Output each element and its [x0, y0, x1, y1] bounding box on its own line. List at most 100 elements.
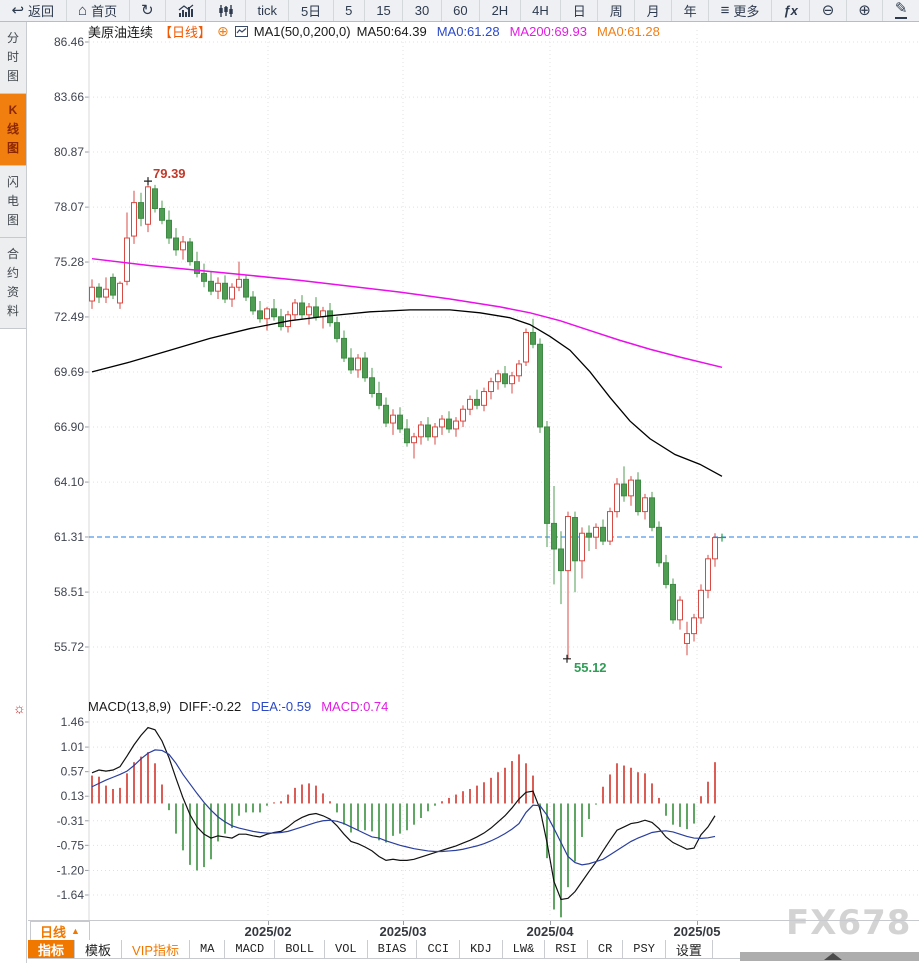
add-indicator-icon[interactable]: ⊕	[217, 22, 229, 39]
interval-week-button[interactable]: 周	[598, 0, 636, 21]
mini-chart-icon	[234, 25, 248, 37]
triangle-up-icon: ▲	[71, 926, 80, 936]
menu-icon: ≡	[720, 2, 730, 19]
indicator-tab-KDJ[interactable]: KDJ	[460, 940, 503, 958]
sidebar-tab-char: K	[8, 103, 18, 117]
interval-4h-button[interactable]: 4H	[521, 0, 562, 21]
back-button[interactable]: ↩ 返回	[0, 0, 67, 21]
home-button-label: 首页	[91, 4, 118, 19]
indicator-tab-BOLL[interactable]: BOLL	[275, 940, 326, 958]
back-button-label: 返回	[28, 4, 55, 19]
sidebar-tab-char: 图	[6, 69, 19, 83]
svg-text:83.66: 83.66	[54, 90, 84, 104]
ma200-line	[91, 257, 723, 369]
sidebar-tab-char: 图	[6, 141, 19, 155]
interval-5-button[interactable]: 5	[334, 0, 365, 21]
x-axis-tick	[697, 921, 698, 925]
ma-value-3: MA0:61.28	[596, 23, 660, 39]
sidebar-tab-char: 电	[6, 194, 19, 208]
interval-30-button[interactable]: 30	[403, 0, 442, 21]
svg-text:66.90: 66.90	[54, 420, 84, 434]
svg-text:64.10: 64.10	[54, 475, 84, 489]
svg-text:61.31: 61.31	[54, 530, 84, 544]
interval-5d-button-label: 5日	[300, 4, 322, 19]
chart-type-line-button[interactable]	[166, 0, 207, 21]
more-button[interactable]: ≡ 更多	[709, 0, 772, 21]
ma-values: MA50:64.39 MA0:61.28 MA200:69.93 MA0:61.28	[357, 24, 660, 39]
bar-chart-icon	[178, 4, 194, 18]
back-icon: ↩	[11, 2, 25, 19]
sidebar-tab-合约资料[interactable]: 合约资料	[0, 238, 26, 329]
price-macd-chart[interactable]: 86.46 83.66 80.87 78.07 75.28 72.49 69.69 66.90…	[28, 22, 919, 920]
macd-histogram	[91, 752, 716, 918]
chart-type-candle-button[interactable]	[206, 0, 247, 21]
svg-text:58.51: 58.51	[54, 585, 84, 599]
x-axis-tick	[268, 921, 269, 925]
zoom-in-button[interactable]: ⊕	[847, 0, 884, 21]
period-selector-label: 日线	[40, 924, 67, 940]
interval-15-button[interactable]: 15	[365, 0, 404, 21]
interval-2h-button[interactable]: 2H	[480, 0, 521, 21]
interval-week-button-label: 周	[609, 4, 623, 19]
indicator-tab-MACD[interactable]: MACD	[225, 940, 276, 958]
x-axis-label: 2025/02	[244, 924, 292, 939]
draw-button[interactable]: ✎	[883, 0, 919, 21]
ma-value-1: MA0:61.28	[436, 23, 500, 39]
indicator-tab-CCI[interactable]: CCI	[417, 940, 461, 958]
interval-year-button[interactable]: 年	[672, 0, 710, 21]
fx-icon: ƒx	[783, 3, 798, 18]
period-selector[interactable]: 日线 ▲	[30, 921, 90, 941]
indicator-tab-指标[interactable]: 指标	[28, 940, 76, 958]
indicator-tab-PSY[interactable]: PSY	[623, 940, 666, 958]
interval-30-button-label: 30	[414, 3, 430, 18]
zoom-out-button[interactable]: ⊖	[810, 0, 847, 21]
interval-month-button[interactable]: 月	[635, 0, 673, 21]
gridlines: 86.46 83.66 80.87 78.07 75.28 72.49 69.69 66.90…	[54, 30, 919, 920]
bottom-scroll-handle[interactable]	[740, 952, 919, 961]
indicator-tab-VIP指标[interactable]: VIP指标	[122, 940, 190, 958]
macd-value-2: MACD:0.74	[321, 699, 389, 714]
indicator-tab-LW&[interactable]: LW&	[503, 940, 546, 958]
top-toolbar: ↩ 返回 ⌂ 首页 ↻ tick 5日 5 15 30 60 2H 4H 日周月年 ≡ 更多 ƒx ⊖ ⊕ ✎	[0, 0, 919, 22]
svg-text:0.57: 0.57	[61, 765, 85, 779]
ma-value-0: MA50:64.39	[356, 23, 427, 39]
macd-value-0: DIFF:-0.22	[179, 699, 242, 714]
macd-value-1: DEA:-0.59	[251, 699, 312, 714]
sidebar-tab-char: 闪	[6, 175, 19, 189]
macd-title: MACD(13,8,9)	[88, 699, 172, 714]
interval-60-button[interactable]: 60	[442, 0, 481, 21]
svg-text:55.72: 55.72	[54, 640, 84, 654]
interval-tick-button-label: tick	[257, 3, 277, 18]
interval-year-button-label: 年	[683, 4, 697, 19]
sidebar-tab-分时图[interactable]: 分时图	[0, 22, 26, 94]
low-annotation: 55.12	[574, 660, 607, 675]
svg-text:1.01: 1.01	[61, 740, 85, 754]
home-button[interactable]: ⌂ 首页	[67, 0, 130, 21]
interval-tick-button[interactable]: tick	[246, 0, 290, 21]
sidebar-tab-char: 时	[6, 50, 19, 64]
interval-4h-button-label: 4H	[532, 3, 549, 18]
indicator-settings-icon[interactable]: ☼	[13, 700, 26, 716]
indicator-tab-RSI[interactable]: RSI	[545, 940, 588, 958]
indicator-tab-MA[interactable]: MA	[190, 940, 226, 958]
symbol-name: 美原油连续	[88, 24, 154, 40]
svg-text:86.46: 86.46	[54, 35, 84, 49]
indicator-tab-CR[interactable]: CR	[588, 940, 624, 958]
macd-dea-line	[91, 749, 716, 866]
macd-header: MACD(13,8,9) DIFF:-0.22 DEA:-0.59 MACD:0.7…	[88, 699, 388, 714]
indicator-tab-VOL[interactable]: VOL	[325, 940, 368, 958]
indicator-tab-设置[interactable]: 设置	[666, 940, 713, 958]
indicator-tab-模板[interactable]: 模板	[75, 940, 123, 958]
svg-text:72.49: 72.49	[54, 310, 84, 324]
interval-day-button[interactable]: 日	[561, 0, 599, 21]
indicator-tab-BIAS[interactable]: BIAS	[368, 940, 418, 958]
refresh-button[interactable]: ↻	[130, 0, 167, 21]
fx-button[interactable]: ƒx	[772, 0, 811, 21]
refresh-icon: ↻	[141, 2, 154, 19]
sidebar-tab-闪电图[interactable]: 闪电图	[0, 166, 26, 238]
svg-text:-1.64: -1.64	[57, 888, 85, 902]
period-label: 【日线】	[159, 24, 212, 40]
interval-5d-button[interactable]: 5日	[289, 0, 334, 21]
